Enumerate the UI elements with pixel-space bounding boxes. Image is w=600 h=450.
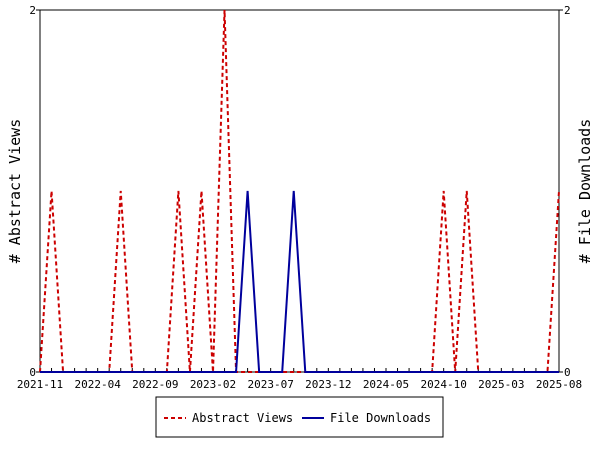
y-tick-marks <box>36 9 563 373</box>
x-tick-label: 2025-03 <box>478 378 524 391</box>
x-tick-label: 2023-12 <box>305 378 351 391</box>
plot-area <box>39 9 560 373</box>
x-tick-label: 2023-02 <box>190 378 236 391</box>
x-tick-label: 2021-11 <box>17 378 63 391</box>
x-tick-label: 2024-05 <box>363 378 409 391</box>
y-left-axis-title: # Abstract Views <box>6 119 24 264</box>
x-tick-label: 2022-04 <box>74 378 121 391</box>
legend: Abstract Views File Downloads <box>155 396 444 438</box>
legend-label-abstract-views: Abstract Views <box>192 411 293 425</box>
y-right-tick-label-2: 2 <box>564 4 571 17</box>
x-tick-labels: 2021-11 2022-04 2022-09 2023-02 2023-07 2023-… <box>17 378 582 391</box>
x-tick-label: 2025-08 <box>536 378 582 391</box>
y-left-tick-label-2: 2 <box>29 4 36 17</box>
x-tick-label: 2024-10 <box>420 378 466 391</box>
y-left-tick-label-0: 0 <box>29 366 36 379</box>
legend-label-file-downloads: File Downloads <box>330 411 431 425</box>
y-right-axis-title: # File Downloads <box>576 119 594 264</box>
legend-box <box>155 396 444 438</box>
x-tick-label: 2022-09 <box>132 378 178 391</box>
series-layer <box>39 9 560 373</box>
series-line-file-downloads <box>40 190 559 373</box>
x-tick-label: 2023-07 <box>247 378 293 391</box>
y-right-tick-label-0: 0 <box>564 366 571 379</box>
